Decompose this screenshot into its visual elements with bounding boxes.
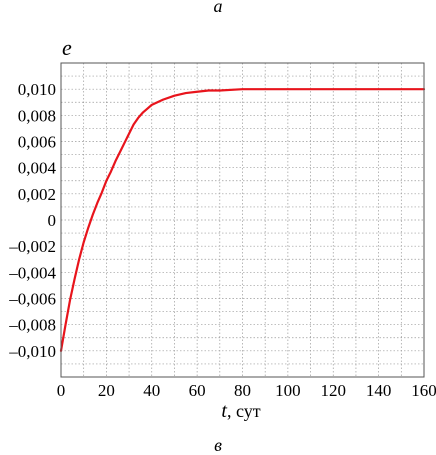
y-tick-label: –0,006	[8, 290, 56, 309]
y-tick-label: –0,002	[8, 237, 56, 256]
panel-label-bottom: в	[214, 435, 222, 455]
grid	[61, 63, 424, 377]
x-tick-label: 100	[275, 381, 301, 400]
panel-label-top: а	[214, 0, 223, 16]
plot-frame	[60, 62, 425, 378]
series-group	[59, 88, 426, 352]
x-tick-label: 140	[366, 381, 392, 400]
y-tick-label: 0,004	[18, 159, 57, 178]
y-tick-label: –0,010	[8, 342, 56, 361]
y-tick-label: 0,010	[18, 80, 56, 99]
x-axis-variable: t	[221, 400, 227, 422]
y-axis-label: e	[62, 35, 72, 60]
x-tick-label: 120	[321, 381, 347, 400]
x-tick-label: 60	[189, 381, 206, 400]
x-tick-label: 160	[411, 381, 436, 400]
x-tick-label: 80	[234, 381, 251, 400]
y-tick-label: 0,002	[18, 185, 56, 204]
y-tick-labels: –0,010 –0,008 –0,006 –0,004 –0,002 0 0,002 0,00…	[8, 80, 56, 361]
x-axis-label: t, сут	[221, 400, 260, 422]
y-tick-label: 0,006	[18, 133, 56, 152]
x-tick-label: 40	[143, 381, 160, 400]
x-tick-label: 20	[98, 381, 115, 400]
y-tick-label: –0,004	[8, 263, 56, 282]
y-tick-label: 0	[48, 211, 57, 230]
x-tick-labels: 0 20 40 60 80 100 120 140 160	[57, 381, 436, 400]
series-line	[59, 88, 426, 352]
y-tick-label: 0,008	[18, 106, 56, 125]
x-tick-label: 0	[57, 381, 66, 400]
y-tick-label: –0,008	[8, 316, 56, 335]
x-axis-unit: , сут	[227, 401, 261, 421]
